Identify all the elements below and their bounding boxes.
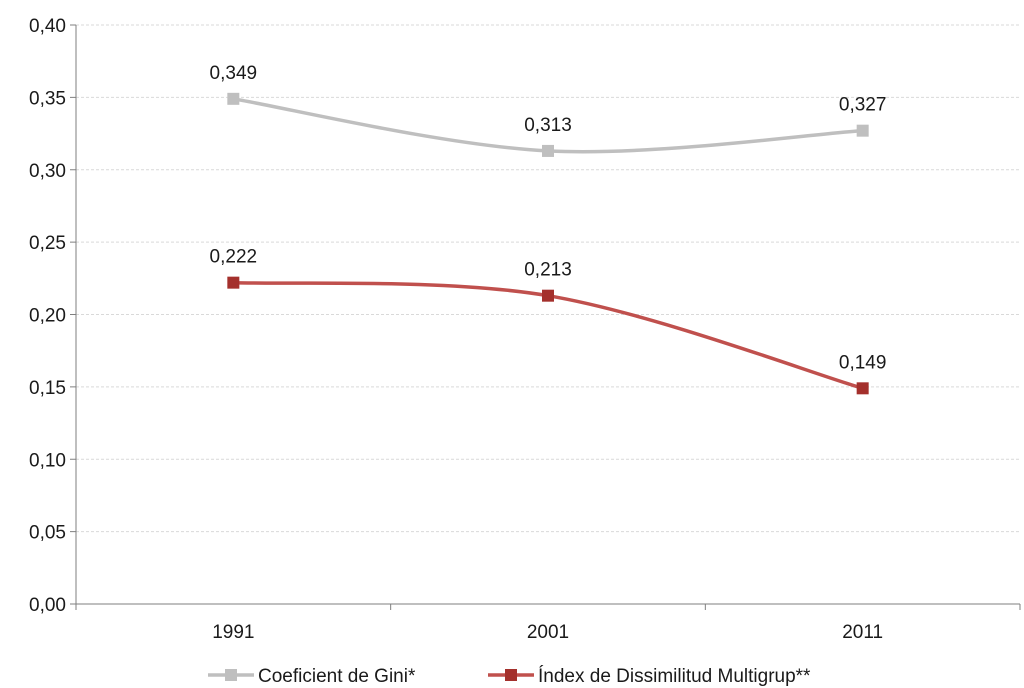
y-axis-ticks: 0,00 0,05 0,10 0,15 0,20 0,25 0,30 0,35 0,40 bbox=[29, 16, 76, 616]
data-label-dissimilitud: 0,213 bbox=[524, 260, 572, 281]
data-point-dissimilitud bbox=[227, 276, 240, 289]
legend-label-gini: Coeficient de Gini* bbox=[258, 666, 416, 687]
legend-label-dissimilitud: Índex de Dissimilitud Multigrup** bbox=[538, 666, 811, 687]
y-tick-label: 0,05 bbox=[29, 523, 66, 544]
x-tick-label: 1991 bbox=[212, 622, 254, 643]
data-label-dissimilitud: 0,222 bbox=[210, 247, 258, 268]
data-label-gini: 0,349 bbox=[210, 63, 258, 84]
y-tick-label: 0,35 bbox=[29, 88, 66, 109]
y-tick-label: 0,00 bbox=[29, 595, 66, 616]
data-label-gini: 0,313 bbox=[524, 115, 572, 136]
y-tick-label: 0,15 bbox=[29, 378, 66, 399]
y-tick-label: 0,20 bbox=[29, 306, 66, 327]
series-layer: 0,349 0,313 0,327 0,222 0,213 0,149 bbox=[210, 63, 887, 395]
data-point-gini bbox=[856, 124, 869, 137]
x-axis-ticks: 1991 2001 2011 bbox=[75, 604, 1021, 643]
legend-marker-gini bbox=[225, 669, 237, 681]
data-label-gini: 0,327 bbox=[839, 95, 887, 116]
legend-marker-dissimilitud bbox=[505, 669, 517, 681]
y-tick-label: 0,10 bbox=[29, 450, 66, 471]
x-tick-label: 2001 bbox=[527, 622, 569, 643]
data-point-gini bbox=[227, 92, 240, 105]
x-tick-label: 2011 bbox=[842, 622, 883, 643]
data-point-gini bbox=[542, 144, 554, 157]
data-point-dissimilitud bbox=[856, 382, 869, 395]
data-label-dissimilitud: 0,149 bbox=[839, 352, 887, 373]
legend: Coeficient de Gini* Índex de Dissimilitud… bbox=[208, 666, 811, 687]
y-tick-label: 0,40 bbox=[29, 16, 66, 37]
y-tick-label: 0,25 bbox=[29, 233, 66, 254]
y-tick-label: 0,30 bbox=[29, 161, 66, 182]
data-point-dissimilitud bbox=[542, 289, 554, 302]
